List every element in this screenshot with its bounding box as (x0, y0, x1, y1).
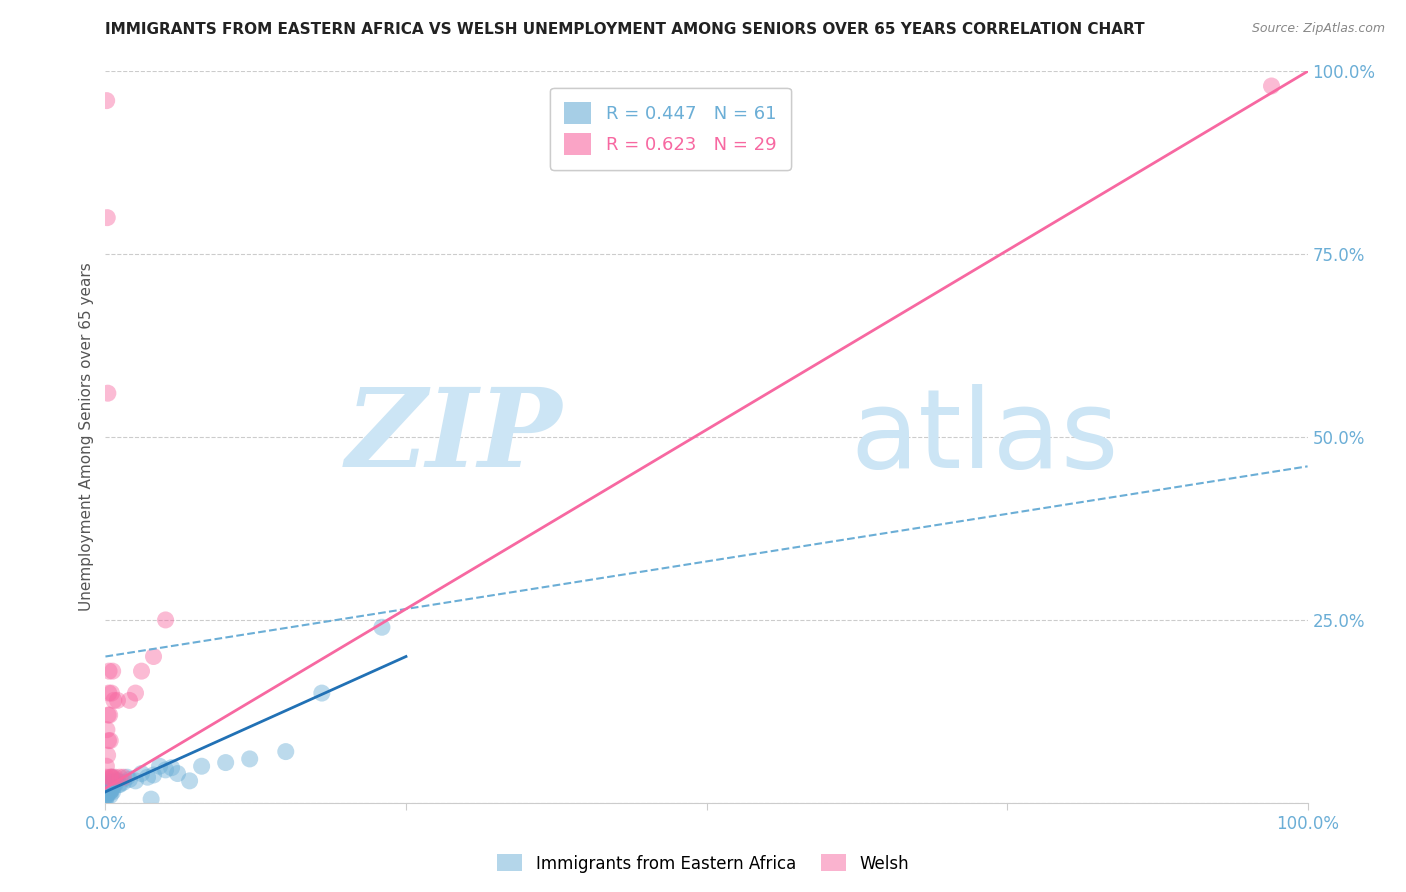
Point (100, 782, 122, 797)
Point (98, 785, 121, 799)
Point (124, 773, 146, 788)
Point (139, 792, 162, 806)
Point (98, 780, 121, 794)
Point (239, 752, 262, 766)
Point (96, 759, 118, 773)
Point (97, 782, 120, 797)
Point (98, 781, 121, 796)
Point (101, 770, 124, 784)
Point (94, 770, 117, 784)
Point (214, 756, 236, 770)
Point (97, 780, 120, 794)
Point (97, 785, 120, 799)
Point (98, 781, 121, 796)
Point (94, 792, 117, 806)
Point (155, 613, 177, 627)
Point (94, 789, 117, 803)
Point (101, 770, 124, 784)
Point (98, 770, 121, 784)
Text: atlas: atlas (851, 384, 1119, 491)
Point (136, 770, 159, 784)
Point (103, 777, 125, 792)
Point (97, 777, 120, 792)
Point (101, 782, 124, 797)
Point (112, 770, 135, 784)
Point (98, 785, 121, 799)
Point (98, 733, 121, 747)
Point (179, 773, 201, 788)
Point (98, 664, 121, 678)
Point (104, 770, 127, 784)
Point (97, 686, 120, 700)
Point (112, 775, 135, 789)
Point (103, 775, 125, 789)
Point (96, 782, 118, 797)
Point (101, 785, 124, 799)
Point (103, 693, 125, 707)
Point (96, 787, 118, 801)
Point (1260, 78, 1282, 93)
Point (118, 693, 141, 707)
Point (96, 723, 118, 737)
Point (97, 782, 120, 797)
Point (131, 766, 153, 780)
Point (148, 759, 170, 773)
Point (311, 686, 333, 700)
Legend: Immigrants from Eastern Africa, Welsh: Immigrants from Eastern Africa, Welsh (491, 847, 915, 880)
Point (155, 763, 177, 777)
Point (100, 777, 122, 792)
Point (100, 686, 122, 700)
Point (190, 759, 212, 773)
Point (96, 211, 118, 225)
Point (104, 777, 127, 792)
Point (96, 785, 118, 799)
Point (108, 770, 131, 784)
Point (96, 785, 118, 799)
Point (124, 686, 146, 700)
Point (96, 782, 118, 797)
Point (107, 693, 129, 707)
Point (97, 708, 120, 723)
Point (115, 770, 138, 784)
Legend: R = 0.447   N = 61, R = 0.623   N = 29: R = 0.447 N = 61, R = 0.623 N = 29 (550, 87, 792, 169)
Point (96, 789, 118, 804)
Point (97, 748, 120, 763)
Y-axis label: Unemployment Among Seniors over 65 years: Unemployment Among Seniors over 65 years (79, 263, 94, 611)
Text: Source: ZipAtlas.com: Source: ZipAtlas.com (1251, 22, 1385, 36)
Point (98, 781, 121, 796)
Point (98, 789, 121, 803)
Point (142, 649, 165, 664)
Point (103, 777, 125, 792)
Point (108, 777, 131, 792)
Point (97, 780, 120, 794)
Point (96, 781, 118, 796)
Text: IMMIGRANTS FROM EASTERN AFRICA VS WELSH UNEMPLOYMENT AMONG SENIORS OVER 65 YEARS: IMMIGRANTS FROM EASTERN AFRICA VS WELSH … (105, 22, 1144, 37)
Point (100, 775, 122, 789)
Point (107, 777, 129, 792)
Point (160, 761, 183, 775)
Point (100, 770, 122, 784)
Point (97, 386, 120, 401)
Point (100, 773, 122, 788)
Point (96, 94, 118, 108)
Point (107, 773, 129, 788)
Point (142, 768, 165, 782)
Point (98, 708, 121, 723)
Point (97, 782, 120, 797)
Point (96, 785, 118, 799)
Point (118, 772, 141, 787)
Point (274, 745, 297, 759)
Point (105, 773, 128, 788)
Point (96, 789, 118, 803)
Point (101, 664, 124, 678)
Point (100, 775, 122, 789)
Text: ZIP: ZIP (346, 384, 562, 491)
Point (371, 620, 394, 634)
Point (131, 664, 153, 678)
Point (166, 766, 188, 780)
Point (100, 781, 122, 796)
Point (97, 733, 120, 747)
